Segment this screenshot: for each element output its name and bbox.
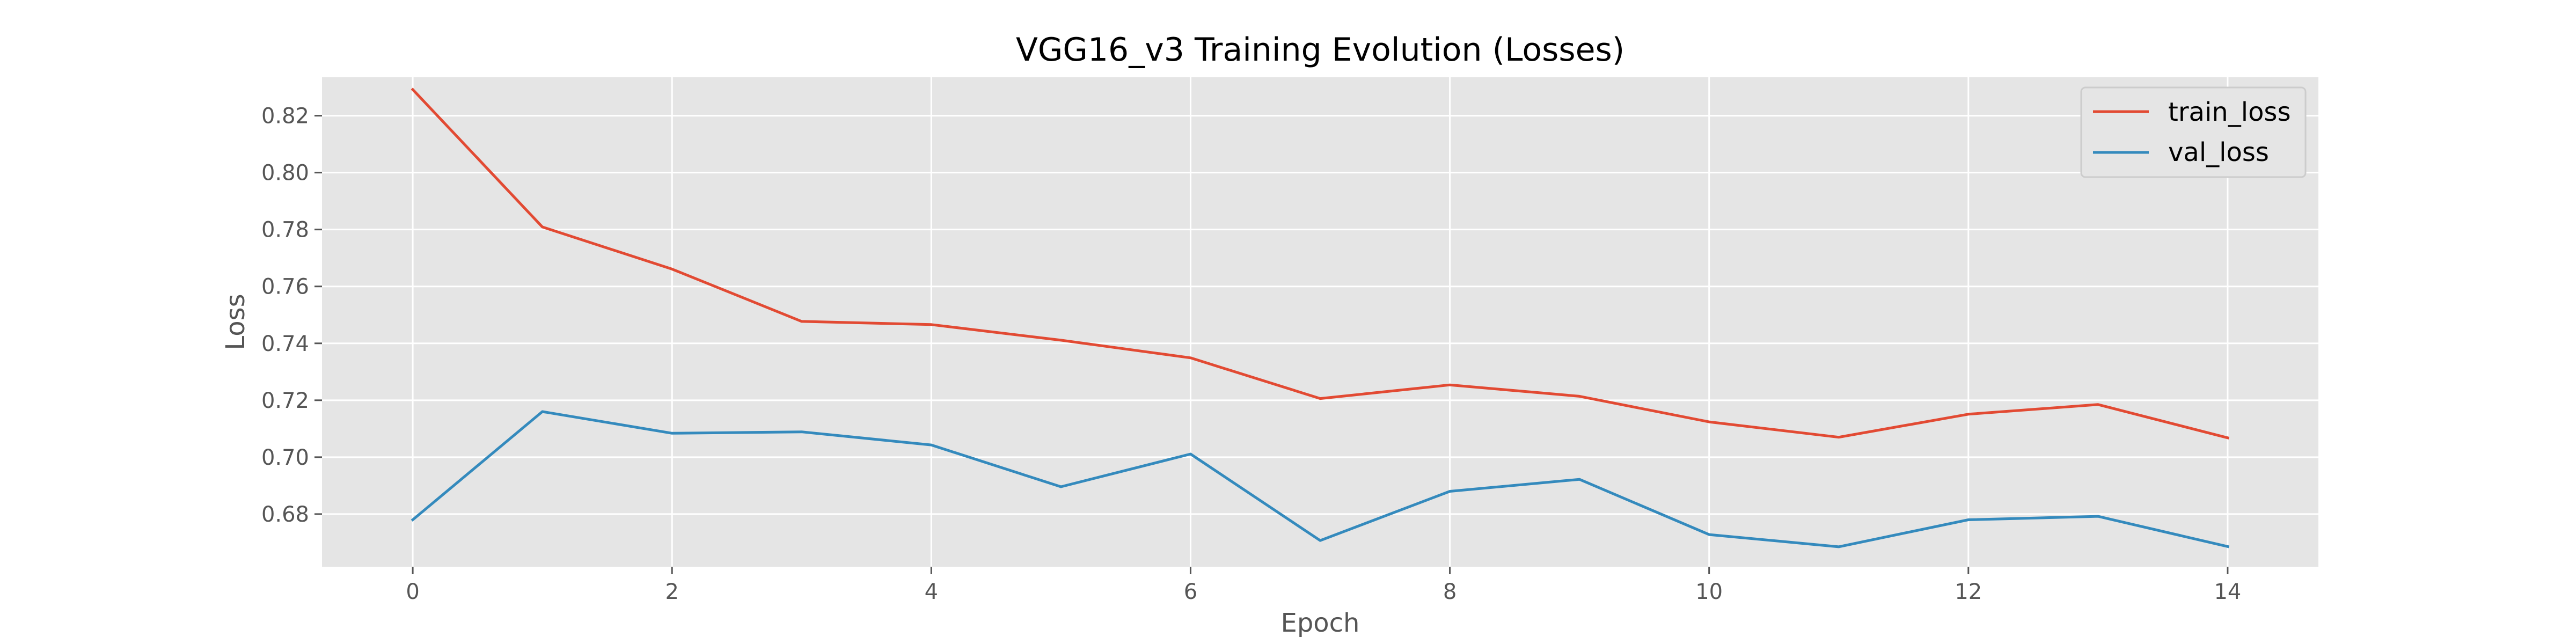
x-tick-label: 0 [406,580,419,604]
chart-title: VGG16_v3 Training Evolution (Losses) [1016,31,1624,69]
x-tick-label: 12 [1955,580,1982,604]
y-axis-label: Loss [221,294,251,350]
x-tick-label: 2 [665,580,678,604]
data-point-train-loss [2227,437,2229,439]
data-point-train-loss [541,226,544,228]
data-point-val-loss [541,411,544,413]
x-tick-label: 6 [1184,580,1197,604]
data-point-train-loss [2097,404,2099,406]
data-point-train-loss [1060,339,1062,341]
y-tick-label: 0.82 [261,104,309,129]
data-point-val-loss [1449,490,1451,492]
data-point-val-loss [2227,545,2229,547]
data-point-train-loss [1189,357,1191,359]
x-tick-label: 10 [1695,580,1723,604]
data-point-train-loss [412,89,414,91]
y-tick-label: 0.68 [261,502,309,527]
data-point-val-loss [1319,539,1321,541]
legend-label-train-loss: train_loss [2168,97,2290,127]
data-point-train-loss [801,320,803,323]
y-tick-label: 0.76 [261,275,309,299]
x-axis-label: Epoch [1281,608,1360,638]
x-tick-label: 4 [925,580,938,604]
data-point-train-loss [671,268,673,270]
legend-box [2080,86,2307,178]
data-point-val-loss [671,432,673,434]
data-point-train-loss [1838,436,1840,438]
grid-lines [322,77,2318,567]
data-point-val-loss [1189,453,1191,455]
y-tick-label: 0.80 [261,161,309,186]
data-point-val-loss [801,431,803,433]
legend: train_loss val_loss [2080,86,2307,178]
data-point-train-loss [930,324,932,326]
y-tick-label: 0.78 [261,218,309,243]
data-point-val-loss [1967,519,1970,521]
plot-area [322,77,2318,567]
data-point-train-loss [1967,413,1970,415]
data-series [411,87,2229,548]
data-point-val-loss [1578,478,1580,480]
x-tick-label: 14 [2214,580,2241,604]
data-point-train-loss [1319,398,1321,400]
data-point-val-loss [412,519,414,521]
data-point-val-loss [1060,486,1062,488]
y-tick-label: 0.74 [261,332,309,356]
data-point-val-loss [1708,533,1710,536]
y-tick-label: 0.72 [261,389,309,413]
data-point-train-loss [1449,384,1451,386]
data-point-val-loss [930,444,932,446]
legend-label-val-loss: val_loss [2168,137,2269,167]
data-point-val-loss [1838,546,1840,548]
axis-ticks: 0 2 4 6 8 10 12 14 0.68 0.70 0.72 0.74 0.76 0.78 0.80 0… [261,104,2241,604]
data-point-train-loss [1708,421,1710,423]
x-tick-label: 8 [1443,580,1457,604]
data-point-val-loss [2097,515,2099,517]
y-tick-label: 0.70 [261,445,309,470]
data-point-train-loss [1578,395,1580,397]
